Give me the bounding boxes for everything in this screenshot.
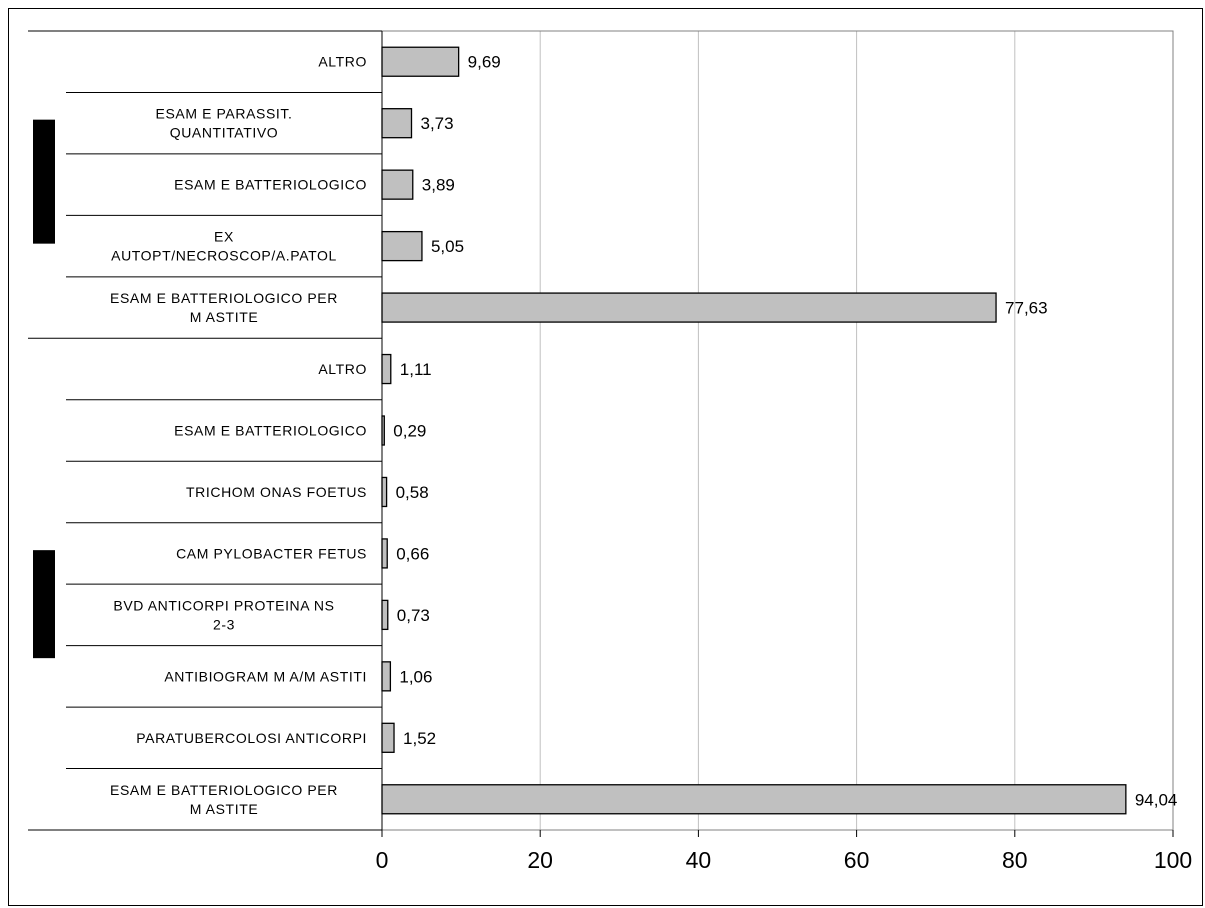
value-label: 1,11: [400, 360, 432, 379]
bar: [381, 538, 388, 569]
category-label: 2-3: [213, 616, 235, 632]
value-label: 9,69: [468, 53, 501, 72]
category-label: ANTIBIOGRAM M A/M ASTITI: [164, 668, 367, 684]
bar: [381, 661, 392, 692]
bar: [381, 108, 413, 139]
category-label: ESAM E BATTERIOLOGICO: [174, 177, 367, 193]
category-label: ALTRO: [318, 361, 367, 377]
bar: [381, 230, 423, 262]
category-label: PARATUBERCOLOSI ANTICORPI: [136, 730, 367, 746]
bar: [381, 784, 1127, 815]
category-label: ESAM E BATTERIOLOGICO: [174, 423, 367, 439]
category-label: M ASTITE: [190, 801, 259, 817]
bar: [381, 46, 460, 77]
group-marker: [33, 550, 55, 659]
category-label: ALTRO: [318, 54, 367, 70]
category-label: ESAM E PARASSIT.: [156, 106, 293, 122]
x-tick-label: 60: [844, 847, 870, 873]
chart-frame: [8, 8, 1203, 906]
category-label: M ASTITE: [190, 309, 259, 325]
bar: [381, 722, 395, 753]
group-marker: [33, 119, 55, 244]
value-label: 0,73: [397, 606, 430, 625]
value-label: 5,05: [431, 237, 464, 256]
category-label: ESAM E BATTERIOLOGICO PER: [110, 782, 338, 798]
value-label: 1,52: [403, 729, 436, 748]
x-tick-label: 40: [686, 847, 712, 873]
x-tick-label: 0: [376, 847, 389, 873]
category-label: BVD ANTICORPI PROTEINA NS: [113, 597, 334, 613]
bar: [381, 599, 389, 631]
x-tick-label: 80: [1002, 847, 1028, 873]
value-label: 77,63: [1005, 299, 1048, 318]
bar: [381, 292, 997, 323]
x-tick-label: 100: [1154, 847, 1192, 873]
x-tick-label: 20: [527, 847, 553, 873]
value-label: 0,29: [393, 422, 426, 441]
value-label: 1,06: [399, 667, 432, 686]
bar: [381, 169, 414, 200]
value-label: 3,89: [422, 176, 455, 195]
category-label: TRICHOM ONAS FOETUS: [186, 484, 367, 500]
value-label: 0,66: [396, 544, 429, 563]
value-label: 3,73: [421, 114, 454, 133]
value-label: 94,04: [1135, 790, 1178, 809]
plot-area: [381, 30, 1174, 831]
category-label: QUANTITATIVO: [170, 125, 279, 141]
category-label: EX: [214, 229, 234, 245]
bar: [381, 353, 392, 385]
category-label: AUTOPT/NECROSCOP/A.PATOL: [111, 248, 337, 264]
category-label: CAM PYLOBACTER FETUS: [176, 545, 367, 561]
bar: [381, 476, 388, 508]
value-label: 0,58: [396, 483, 429, 502]
category-label: ESAM E BATTERIOLOGICO PER: [110, 290, 338, 306]
